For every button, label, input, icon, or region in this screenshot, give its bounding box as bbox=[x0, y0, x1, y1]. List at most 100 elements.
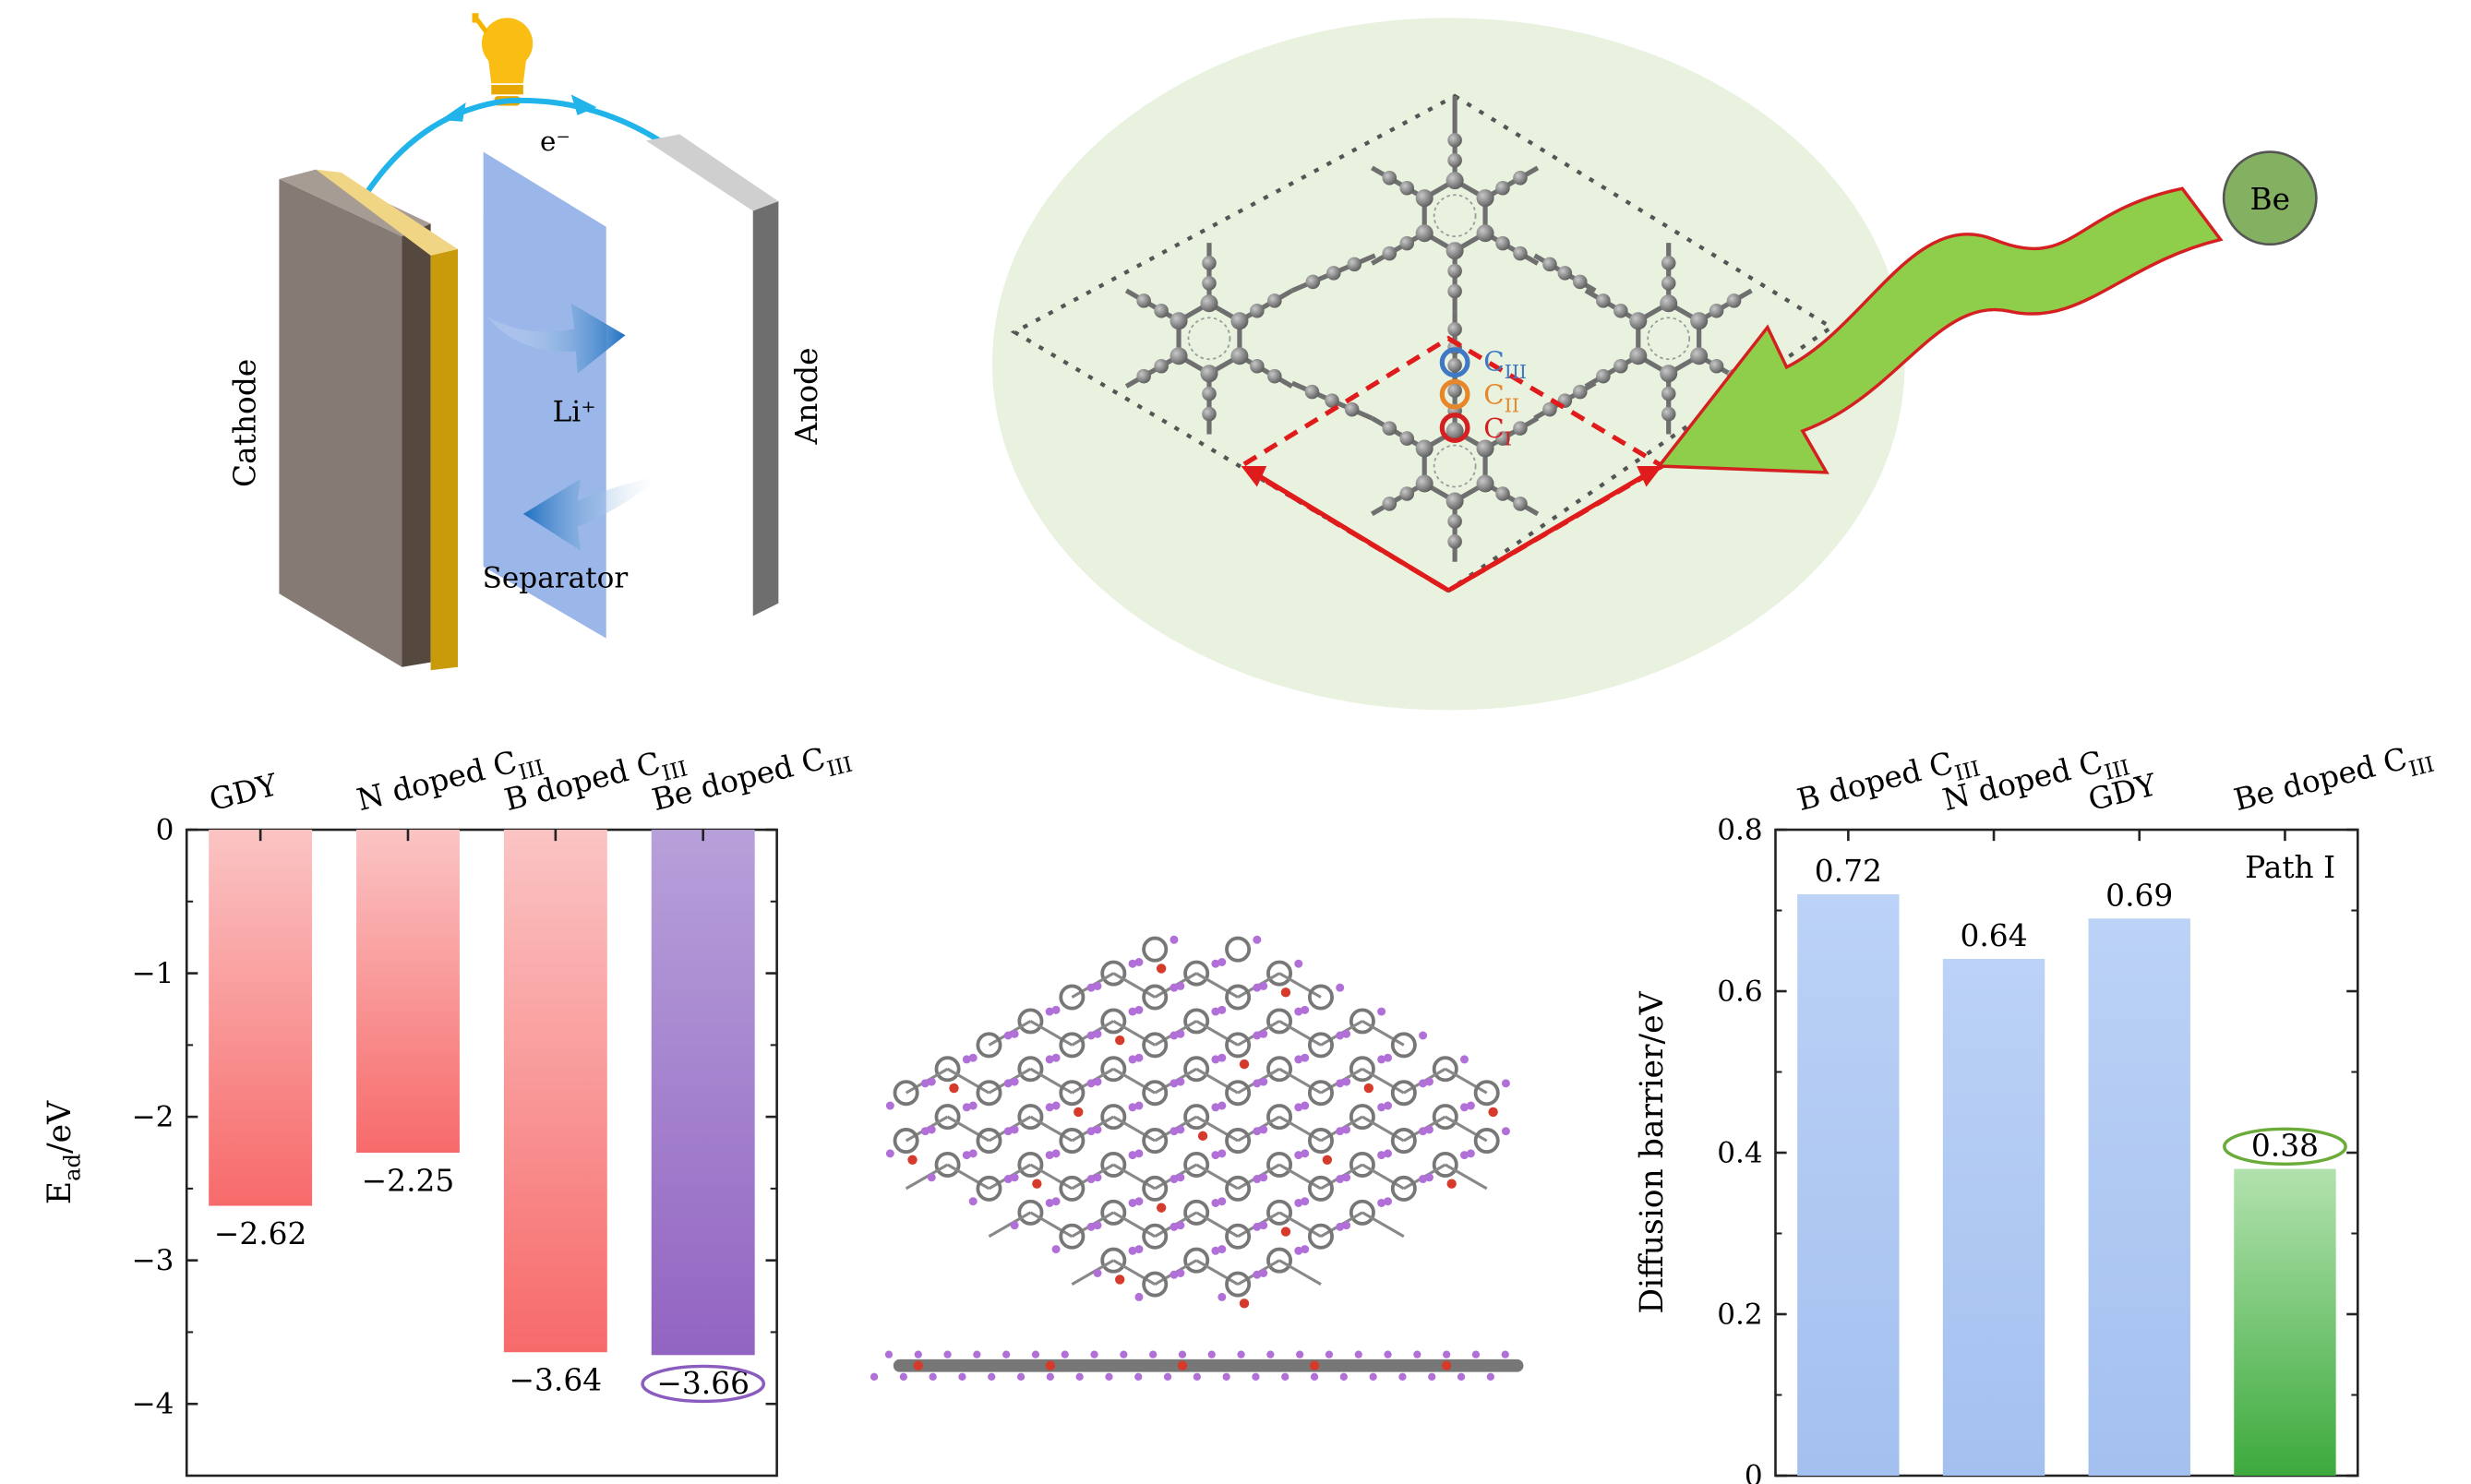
site-label-c2: CII bbox=[1483, 379, 1519, 417]
carbon-atom bbox=[1661, 276, 1676, 291]
dopant-atom bbox=[949, 1083, 959, 1094]
site-ring-c1 bbox=[1439, 413, 1470, 443]
carbon-atom bbox=[1326, 266, 1341, 281]
li-atom bbox=[1086, 983, 1096, 992]
lattice-node bbox=[1142, 1080, 1169, 1107]
li-atom-side bbox=[1384, 1350, 1392, 1358]
li-atom bbox=[1128, 1007, 1137, 1016]
lattice-link bbox=[1278, 1067, 1322, 1095]
carbon-atom bbox=[1661, 386, 1676, 401]
lattice-node bbox=[1059, 1175, 1086, 1202]
li-atom bbox=[1301, 1101, 1310, 1110]
site-ring-c3 bbox=[1439, 347, 1470, 378]
lattice-link bbox=[1195, 972, 1239, 999]
carbon-atom bbox=[1154, 358, 1169, 374]
li-atom bbox=[1093, 1077, 1102, 1086]
li-atom bbox=[1384, 1053, 1393, 1062]
dopant-atom bbox=[1322, 1155, 1333, 1165]
lattice-link bbox=[1029, 1067, 1074, 1095]
carbon-atom bbox=[1267, 368, 1282, 384]
lattice-link bbox=[1195, 1211, 1239, 1239]
li-atom bbox=[1218, 957, 1227, 966]
li-atom bbox=[962, 1055, 971, 1064]
category-label: Be doped CIII bbox=[2230, 735, 2437, 824]
li-atom-side bbox=[914, 1350, 922, 1358]
li-atom-side bbox=[1413, 1350, 1421, 1358]
li-atom-side bbox=[1046, 1372, 1055, 1381]
li-atom bbox=[1424, 1173, 1433, 1182]
dopant-atom bbox=[1488, 1107, 1498, 1118]
li-atom bbox=[1253, 935, 1262, 944]
li-atom bbox=[1218, 1292, 1227, 1301]
unit-cell-dashed bbox=[1236, 335, 1667, 593]
lattice-node bbox=[1307, 1223, 1334, 1250]
li-atom bbox=[1384, 1197, 1393, 1206]
carbon-atom bbox=[1250, 358, 1265, 374]
carbon-atom bbox=[1573, 274, 1588, 290]
carbon-atom bbox=[1573, 384, 1588, 400]
lattice-node bbox=[934, 1056, 961, 1083]
li-atom bbox=[1336, 1127, 1345, 1136]
chain-bond bbox=[1697, 288, 1753, 323]
aromatic-circle bbox=[1433, 444, 1477, 488]
li-atom bbox=[1170, 1175, 1179, 1184]
li-atom bbox=[1128, 1103, 1137, 1112]
dopant-atom bbox=[1115, 1275, 1125, 1285]
carbon-atom bbox=[1447, 514, 1462, 529]
lattice-vector-a bbox=[1249, 468, 1450, 593]
li-atom-side bbox=[1266, 1350, 1275, 1358]
li-atom bbox=[1342, 1077, 1351, 1086]
lattice-node bbox=[1100, 1199, 1127, 1226]
li-adsorbed-structure bbox=[870, 935, 1524, 1381]
li-atom bbox=[927, 1077, 936, 1086]
li-atom-side bbox=[1105, 1372, 1113, 1381]
li-atom-side bbox=[1339, 1372, 1348, 1381]
li-atom bbox=[1176, 1173, 1185, 1182]
li-atom bbox=[1259, 1221, 1268, 1230]
chain-bond bbox=[1584, 353, 1640, 389]
li-atom-side bbox=[1354, 1350, 1362, 1358]
lattice-node bbox=[1307, 1032, 1334, 1059]
lattice-node bbox=[1059, 1080, 1086, 1107]
lattice-node bbox=[976, 1032, 1002, 1059]
lattice-link bbox=[946, 1067, 990, 1095]
y-axis-label: Diffusion barrier/eV bbox=[1634, 990, 1671, 1313]
lattice-node bbox=[1059, 1223, 1086, 1250]
lattice-link bbox=[1444, 1115, 1488, 1143]
carbon-atom bbox=[1495, 431, 1510, 446]
li-atom bbox=[1128, 1055, 1137, 1064]
li-atom bbox=[1218, 1053, 1227, 1062]
lattice-node bbox=[1142, 1032, 1169, 1059]
li-atom bbox=[1170, 1270, 1179, 1279]
carbon-atom bbox=[1513, 245, 1528, 261]
carbon-atom bbox=[1447, 263, 1462, 279]
carbon-atom bbox=[1200, 294, 1218, 313]
lattice-node bbox=[893, 1128, 919, 1155]
li-atom bbox=[1176, 1221, 1185, 1230]
li-atom bbox=[1211, 1055, 1220, 1064]
li-atom bbox=[1211, 1007, 1220, 1016]
li-atom-side bbox=[943, 1350, 952, 1358]
y-tick-label: −4 bbox=[132, 1388, 174, 1421]
carbon-atom bbox=[1136, 368, 1151, 384]
carbon-atom bbox=[1495, 486, 1510, 501]
carbon-atom bbox=[1495, 235, 1510, 251]
li-atom bbox=[1051, 1005, 1061, 1014]
carbon-atom bbox=[1415, 439, 1433, 458]
li-atom bbox=[1176, 1077, 1185, 1086]
li-ion-arrow-right bbox=[486, 303, 626, 374]
li-atom-side bbox=[1222, 1372, 1230, 1381]
li-atom bbox=[920, 1127, 930, 1136]
li-atom bbox=[1259, 1173, 1268, 1182]
carbon-atom bbox=[1415, 474, 1433, 493]
anode-label: Anode bbox=[789, 347, 824, 445]
li-atom bbox=[1460, 1103, 1469, 1112]
lattice-node bbox=[1225, 984, 1252, 1011]
li-atom bbox=[1045, 1198, 1054, 1207]
li-atom bbox=[1336, 1222, 1345, 1231]
chain-bond bbox=[1483, 231, 1540, 266]
carbon-atom bbox=[1202, 406, 1217, 422]
lattice-link bbox=[1029, 1163, 1074, 1191]
lattice-link bbox=[1361, 1020, 1405, 1047]
